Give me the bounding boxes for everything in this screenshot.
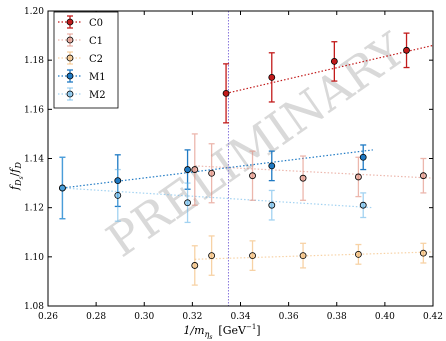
- x-tick-label: 0.30: [134, 312, 154, 322]
- point-m1: [269, 163, 275, 169]
- point-c1: [420, 173, 426, 179]
- point-c0: [223, 90, 229, 96]
- point-c2: [355, 251, 361, 257]
- y-tick-label: 1.20: [24, 7, 44, 17]
- y-tick-label: 1.14: [24, 155, 44, 165]
- x-tick-label: 0.34: [230, 312, 250, 322]
- y-tick-label: 1.12: [24, 204, 44, 214]
- point-m2: [360, 202, 366, 208]
- x-tick-label: 0.28: [86, 312, 106, 322]
- point-c2: [420, 250, 426, 256]
- legend-label-m2: M2: [89, 90, 106, 101]
- x-axis-label-main: 1/m: [183, 324, 204, 337]
- x-axis-label-units: [GeV: [218, 324, 247, 337]
- x-tick-label: 0.26: [38, 312, 58, 322]
- x-tick-label: 0.42: [423, 312, 443, 322]
- fit-line-c2: [195, 252, 433, 259]
- x-tick-label: 0.32: [182, 312, 202, 322]
- point-c1: [250, 173, 256, 179]
- point-m2: [185, 200, 191, 206]
- y-tick-label: 1.18: [24, 56, 44, 66]
- point-c2: [250, 253, 256, 259]
- x-axis-label-subsub: s: [209, 334, 212, 341]
- point-c2: [192, 262, 198, 268]
- point-c1: [355, 174, 361, 180]
- legend: C0 C1 C2 M1 M2: [54, 12, 118, 108]
- point-c0: [331, 58, 337, 64]
- legend-label-c2: C2: [89, 54, 103, 65]
- point-m2: [59, 185, 65, 191]
- point-m1: [360, 154, 366, 160]
- y-tick-label: 1.10: [24, 253, 44, 263]
- point-m1: [115, 178, 121, 184]
- x-axis-label-exp: −1: [246, 323, 256, 331]
- point-c1: [209, 170, 215, 176]
- legend-label-c1: C1: [89, 36, 103, 47]
- point-c1: [192, 167, 198, 173]
- y-axis-label-sub2: D: [14, 162, 23, 170]
- point-c2: [300, 253, 306, 259]
- y-axis-label: fDs/fD: [8, 162, 25, 191]
- point-m1: [185, 167, 191, 173]
- x-axis-label: 1/mηs[GeV−1]: [183, 323, 260, 341]
- point-c0: [404, 47, 410, 53]
- x-tick-label: 0.38: [327, 312, 347, 322]
- point-c1: [300, 175, 306, 181]
- point-m2: [269, 202, 275, 208]
- y-tick-label: 1.16: [24, 105, 44, 115]
- y-tick-label: 1.08: [24, 302, 44, 312]
- x-tick-label: 0.36: [279, 312, 299, 322]
- legend-label-c0: C0: [89, 18, 103, 29]
- watermark: PRELIMINARY: [97, 22, 415, 267]
- point-c2: [209, 253, 215, 259]
- x-tick-label: 0.40: [375, 312, 395, 322]
- x-axis-label-close: ]: [256, 324, 260, 337]
- point-m2: [115, 192, 121, 198]
- point-c0: [269, 74, 275, 80]
- legend-label-m1: M1: [89, 72, 106, 83]
- legend-box: [54, 12, 118, 108]
